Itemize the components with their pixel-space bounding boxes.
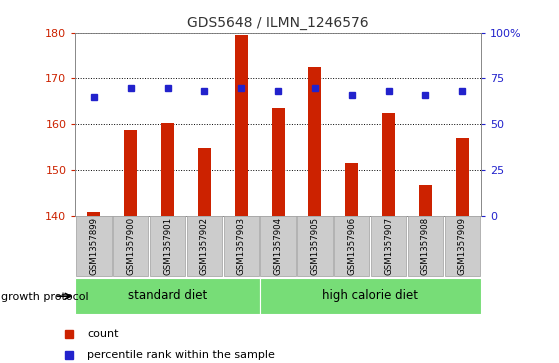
Bar <box>161 123 174 216</box>
FancyBboxPatch shape <box>150 216 185 277</box>
Bar <box>198 148 211 216</box>
Text: GSM1357906: GSM1357906 <box>347 217 356 275</box>
Text: percentile rank within the sample: percentile rank within the sample <box>87 350 275 360</box>
Text: high calorie diet: high calorie diet <box>322 289 418 302</box>
Title: GDS5648 / ILMN_1246576: GDS5648 / ILMN_1246576 <box>187 16 369 30</box>
FancyBboxPatch shape <box>371 216 406 277</box>
Bar <box>87 212 100 216</box>
Text: growth protocol: growth protocol <box>1 291 89 302</box>
FancyBboxPatch shape <box>187 216 222 277</box>
FancyBboxPatch shape <box>297 216 333 277</box>
Bar <box>419 185 432 216</box>
Bar <box>345 163 358 216</box>
FancyBboxPatch shape <box>334 216 369 277</box>
FancyBboxPatch shape <box>75 278 260 314</box>
Text: GSM1357902: GSM1357902 <box>200 217 209 275</box>
Text: count: count <box>87 329 119 339</box>
FancyBboxPatch shape <box>113 216 149 277</box>
FancyBboxPatch shape <box>444 216 480 277</box>
Text: GSM1357901: GSM1357901 <box>163 217 172 275</box>
FancyBboxPatch shape <box>260 216 296 277</box>
FancyBboxPatch shape <box>76 216 112 277</box>
Text: GSM1357899: GSM1357899 <box>89 217 98 275</box>
Bar <box>456 138 469 216</box>
Bar <box>124 130 137 216</box>
Bar <box>235 35 248 216</box>
Text: standard diet: standard diet <box>128 289 207 302</box>
Text: GSM1357909: GSM1357909 <box>458 217 467 275</box>
FancyBboxPatch shape <box>260 278 481 314</box>
Text: GSM1357900: GSM1357900 <box>126 217 135 275</box>
Text: GSM1357908: GSM1357908 <box>421 217 430 275</box>
Text: GSM1357905: GSM1357905 <box>310 217 319 275</box>
Text: GSM1357903: GSM1357903 <box>237 217 246 275</box>
Bar <box>382 113 395 216</box>
FancyBboxPatch shape <box>224 216 259 277</box>
FancyBboxPatch shape <box>408 216 443 277</box>
Text: GSM1357907: GSM1357907 <box>384 217 393 275</box>
Text: GSM1357904: GSM1357904 <box>273 217 283 275</box>
Bar <box>272 108 285 216</box>
Bar <box>309 67 321 216</box>
